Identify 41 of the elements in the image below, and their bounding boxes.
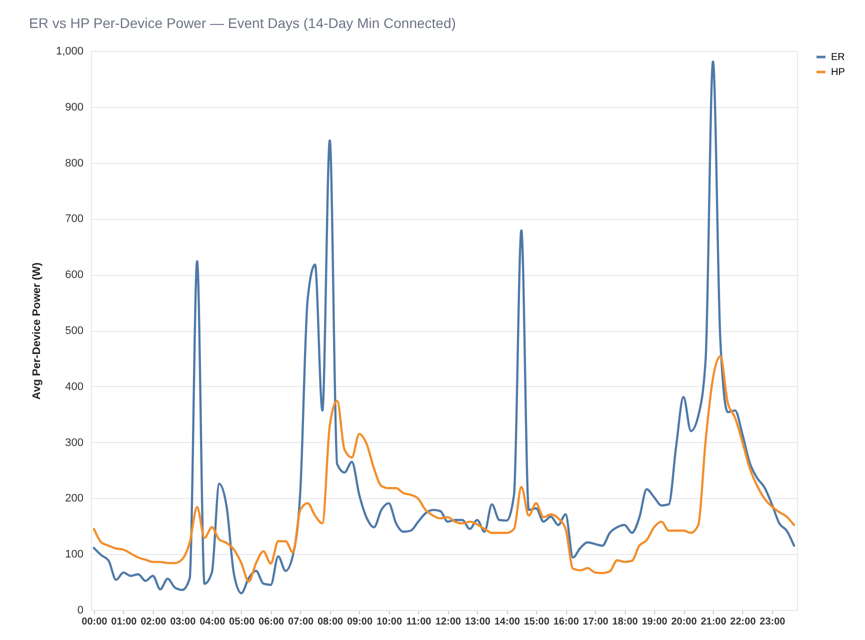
x-tick-label: 02:00 [140, 616, 167, 628]
line-series [92, 355, 796, 583]
x-tick-label: 21:00 [700, 616, 727, 628]
x-tick-label: 09:00 [346, 616, 373, 628]
y-tick-label: 1,000 [56, 46, 84, 58]
x-tick-label: 19:00 [642, 616, 668, 628]
x-tick-label: 14:00 [494, 616, 520, 628]
x-tick-label: 16:00 [553, 616, 580, 628]
y-tick-label: 200 [65, 492, 84, 505]
chart-title: ER vs HP Per-Device Power — Event Days (14-Day Min Connected) [29, 15, 456, 31]
y-tick-label: 700 [65, 213, 84, 226]
x-tick-label: 10:00 [376, 616, 402, 628]
x-tick-label: 17:00 [582, 616, 609, 628]
x-tick-label: 00:00 [82, 616, 108, 628]
y-tick-label: 400 [65, 380, 84, 393]
x-tick-label: 20:00 [671, 616, 698, 628]
x-tick-label: 23:00 [760, 616, 786, 628]
y-axis-title: Avg Per-Device Power (W) [30, 262, 43, 400]
y-tick-label: 500 [65, 325, 84, 337]
legend-label: HP [831, 67, 846, 78]
x-tick-label: 11:00 [406, 616, 432, 628]
x-tick-label: 15:00 [524, 616, 550, 628]
y-tick-label: 100 [65, 548, 84, 561]
y-tick-label: 300 [65, 436, 84, 449]
y-tick-label: 800 [65, 157, 84, 170]
x-tick-label: 01:00 [111, 616, 138, 628]
x-tick-label: 04:00 [200, 616, 226, 628]
x-tick-label: 06:00 [258, 616, 285, 628]
x-tick-label: 12:00 [435, 616, 462, 628]
x-tick-label: 13:00 [464, 616, 491, 628]
y-tick-label: 600 [65, 269, 84, 282]
x-tick-label: 18:00 [612, 616, 638, 628]
y-tick-label: 900 [65, 101, 84, 114]
x-tick-label: 03:00 [170, 616, 196, 628]
x-tick-label: 22:00 [730, 616, 756, 628]
line-series [92, 60, 796, 594]
y-tick-label: 0 [77, 604, 84, 616]
x-tick-label: 08:00 [317, 616, 344, 628]
x-tick-label: 07:00 [288, 616, 314, 628]
x-tick-label: 05:00 [229, 616, 256, 628]
legend-label: ER [831, 52, 845, 63]
